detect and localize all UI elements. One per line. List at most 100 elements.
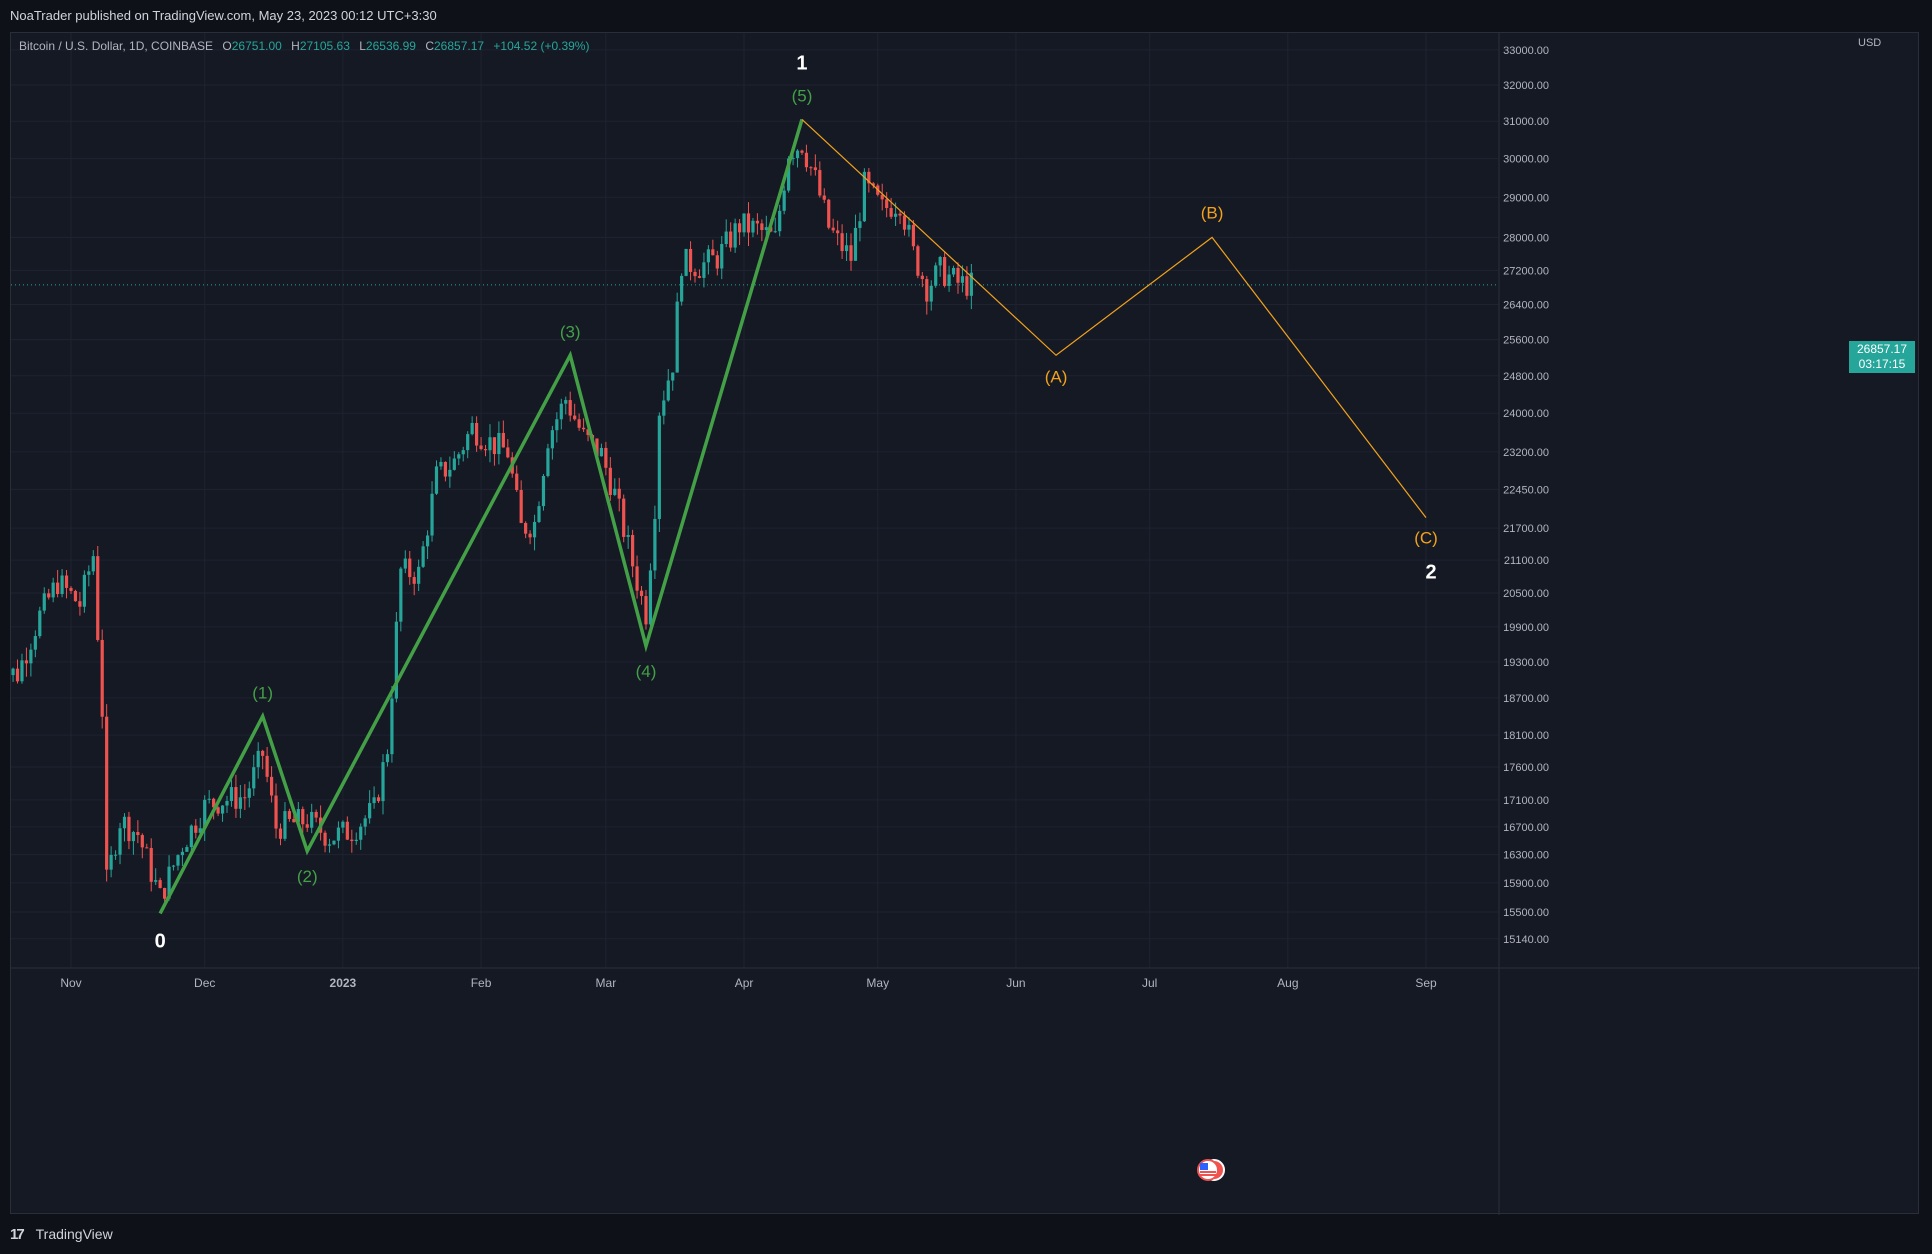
candle-body bbox=[336, 827, 341, 841]
candle-body bbox=[452, 458, 456, 470]
candle-body bbox=[439, 461, 443, 467]
correction-projection-line bbox=[801, 118, 1427, 519]
candle-body bbox=[644, 596, 648, 625]
candle-body bbox=[87, 571, 91, 575]
candle-body bbox=[15, 668, 20, 682]
impulse-wave-label: (1) bbox=[252, 683, 273, 702]
candle-body bbox=[51, 582, 55, 598]
candle-body bbox=[577, 419, 581, 428]
candle-body bbox=[898, 213, 902, 216]
symbol-name[interactable]: Bitcoin / U.S. Dollar, 1D, COINBASE bbox=[19, 39, 214, 53]
candle-body bbox=[42, 593, 46, 611]
candle-body bbox=[96, 556, 100, 640]
candle-body bbox=[207, 798, 211, 800]
candle-body bbox=[934, 265, 938, 286]
candle-body bbox=[149, 847, 153, 882]
last-price-value: 26857.17 bbox=[1856, 342, 1908, 356]
candle-body bbox=[64, 575, 69, 588]
y-tick-label: 18700.00 bbox=[1503, 693, 1549, 705]
candle-body bbox=[399, 568, 403, 622]
candle-body bbox=[479, 445, 483, 450]
low-value: 26536.99 bbox=[365, 39, 416, 53]
y-tick-label: 23200.00 bbox=[1503, 447, 1549, 459]
candle-body bbox=[836, 230, 840, 234]
candle-body bbox=[844, 245, 849, 252]
candle-body bbox=[608, 467, 612, 495]
candle-body bbox=[113, 854, 118, 856]
y-tick-label: 15140.00 bbox=[1503, 934, 1549, 946]
y-tick-label: 20500.00 bbox=[1503, 588, 1549, 600]
candle-body bbox=[354, 839, 358, 842]
candle-body bbox=[497, 432, 501, 455]
candle-body bbox=[528, 533, 532, 538]
candle-body bbox=[729, 231, 733, 248]
candle-body bbox=[243, 797, 247, 799]
candle-body bbox=[256, 750, 260, 768]
candle-body bbox=[69, 587, 73, 591]
correction-wave-label: (B) bbox=[1201, 203, 1224, 222]
candle-body bbox=[131, 832, 136, 842]
x-tick-label: Feb bbox=[471, 976, 492, 990]
y-tick-label: 21700.00 bbox=[1503, 523, 1549, 535]
tradingview-logo-icon[interactable]: 17 bbox=[10, 1226, 25, 1243]
candle-body bbox=[448, 469, 452, 477]
candle-body bbox=[720, 244, 724, 269]
candle-body bbox=[746, 213, 751, 233]
y-tick-label: 29000.00 bbox=[1503, 192, 1549, 204]
candle-body bbox=[488, 437, 492, 451]
wave-degree-label: 2 bbox=[1425, 562, 1436, 584]
candle-body bbox=[947, 274, 951, 286]
candle-body bbox=[212, 798, 216, 808]
chart-canvas[interactable]: 33000.00 32000.00 31000.00 30000.00 29000.00… bbox=[11, 33, 1920, 1215]
candle-body bbox=[840, 233, 844, 252]
candle-body bbox=[943, 257, 947, 286]
candle-body bbox=[662, 400, 666, 416]
candle-body bbox=[653, 518, 657, 571]
y-tick-label: 30000.00 bbox=[1503, 154, 1549, 166]
y-tick-label: 22450.00 bbox=[1503, 484, 1549, 496]
y-tick-label: 21100.00 bbox=[1504, 555, 1549, 567]
x-tick-label: Nov bbox=[60, 976, 81, 990]
candle-body bbox=[220, 805, 225, 814]
candle-body bbox=[283, 811, 287, 839]
x-tick-label: May bbox=[866, 976, 889, 990]
chart-pane[interactable]: 33000.00 32000.00 31000.00 30000.00 29000.00… bbox=[10, 32, 1920, 1215]
candle-body bbox=[56, 582, 60, 595]
impulse-wave-line bbox=[158, 118, 804, 915]
candle-body bbox=[91, 556, 95, 572]
candle-body bbox=[350, 839, 354, 842]
candle-body bbox=[751, 220, 755, 233]
candle-body bbox=[541, 475, 546, 507]
candle-body bbox=[261, 750, 265, 756]
candle-body bbox=[938, 257, 942, 266]
candle-body bbox=[341, 821, 345, 828]
candle-body bbox=[795, 150, 800, 159]
candle-body bbox=[11, 668, 15, 676]
candle-body bbox=[29, 649, 33, 664]
candle-body bbox=[33, 636, 37, 650]
candle-body bbox=[417, 566, 421, 584]
candle-body bbox=[920, 275, 924, 280]
candle-body bbox=[292, 818, 296, 823]
candle-body bbox=[951, 267, 956, 275]
candle-body bbox=[296, 809, 300, 823]
candle-body bbox=[809, 167, 813, 169]
candle-body bbox=[827, 199, 831, 228]
y-tick-label: 17100.00 bbox=[1503, 795, 1549, 807]
candle-body bbox=[867, 171, 871, 184]
candle-body bbox=[323, 832, 327, 846]
candle-body bbox=[443, 461, 448, 477]
us-flag-events-icon[interactable] bbox=[1196, 1158, 1228, 1182]
brand-name[interactable]: TradingView bbox=[35, 1226, 113, 1242]
x-tick-label: Mar bbox=[596, 976, 617, 990]
y-tick-label: 19300.00 bbox=[1503, 657, 1549, 669]
candle-body bbox=[604, 447, 608, 468]
y-tick-label: 26400.00 bbox=[1503, 299, 1549, 311]
candle-body bbox=[800, 150, 804, 153]
candle-body bbox=[635, 566, 639, 591]
candle-body bbox=[688, 248, 693, 272]
impulse-wave-label: (4) bbox=[636, 662, 657, 681]
close-value: 26857.17 bbox=[434, 39, 485, 53]
candle-body bbox=[684, 248, 688, 276]
candle-body bbox=[666, 380, 670, 401]
